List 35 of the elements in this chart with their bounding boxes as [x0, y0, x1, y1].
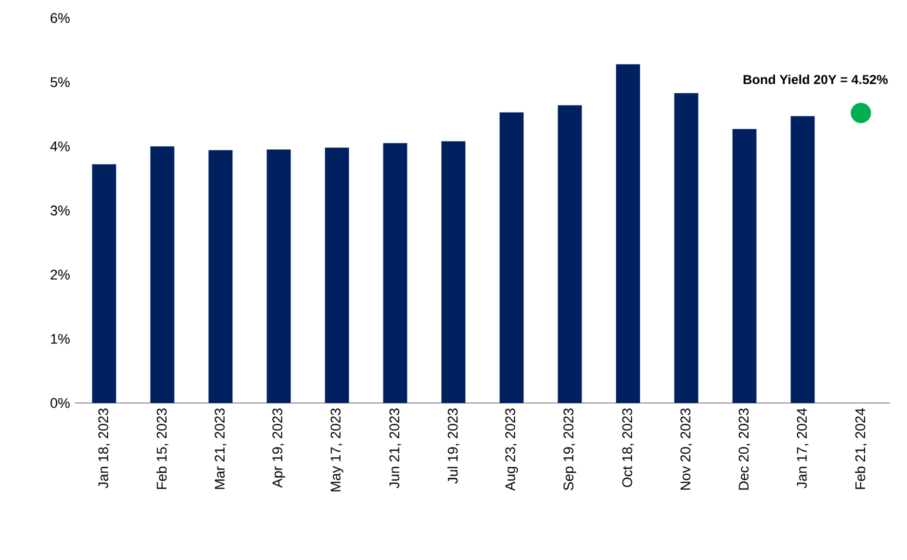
- x-tick-label: Feb 21, 2024: [854, 408, 867, 489]
- bar: [500, 112, 524, 403]
- x-tick-label: Sep 19, 2023: [564, 408, 576, 490]
- y-tick-label: 6%: [50, 13, 70, 23]
- bar: [150, 146, 174, 403]
- x-tick-label: Aug 23, 2023: [505, 408, 518, 491]
- y-tick-label: 4%: [50, 141, 70, 152]
- bar: [790, 116, 815, 403]
- y-tick-label: 2%: [50, 270, 70, 280]
- y-tick-label: 1%: [51, 334, 70, 344]
- x-tick-label: Dec 20, 2023: [738, 408, 750, 490]
- bar: [732, 129, 756, 403]
- bar: [616, 64, 640, 403]
- x-tick-label: Nov 20, 2023: [680, 408, 692, 490]
- x-tick-label: Apr 19, 2023: [272, 408, 286, 488]
- x-tick-label: Feb 15, 2023: [156, 408, 168, 489]
- x-tick-label: Mar 21, 2023: [214, 408, 226, 489]
- bar: [92, 164, 116, 403]
- bar: [324, 148, 349, 403]
- annotation: Bond Yield 20Y = 4.52%: [744, 74, 888, 84]
- x-tick-label: Jan 18, 2023: [98, 408, 110, 488]
- y-tick-label: 5%: [50, 77, 70, 88]
- bar: [674, 93, 698, 403]
- bar: [558, 105, 582, 403]
- x-tick-label: Oct 18, 2023: [622, 408, 634, 488]
- bar: [266, 150, 291, 403]
- bar: [383, 143, 408, 403]
- x-tick-label: May 17, 2023: [330, 408, 344, 492]
- x-tick-label: Jun 21, 2023: [389, 408, 401, 488]
- x-tick-label: Jul 19, 2023: [447, 408, 460, 484]
- bar: [208, 150, 233, 403]
- x-tick-label: Jan 17, 2024: [796, 408, 808, 488]
- bar: [441, 141, 466, 403]
- y-tick-label: 0%: [50, 398, 70, 408]
- y-tick-label: 3%: [50, 206, 70, 216]
